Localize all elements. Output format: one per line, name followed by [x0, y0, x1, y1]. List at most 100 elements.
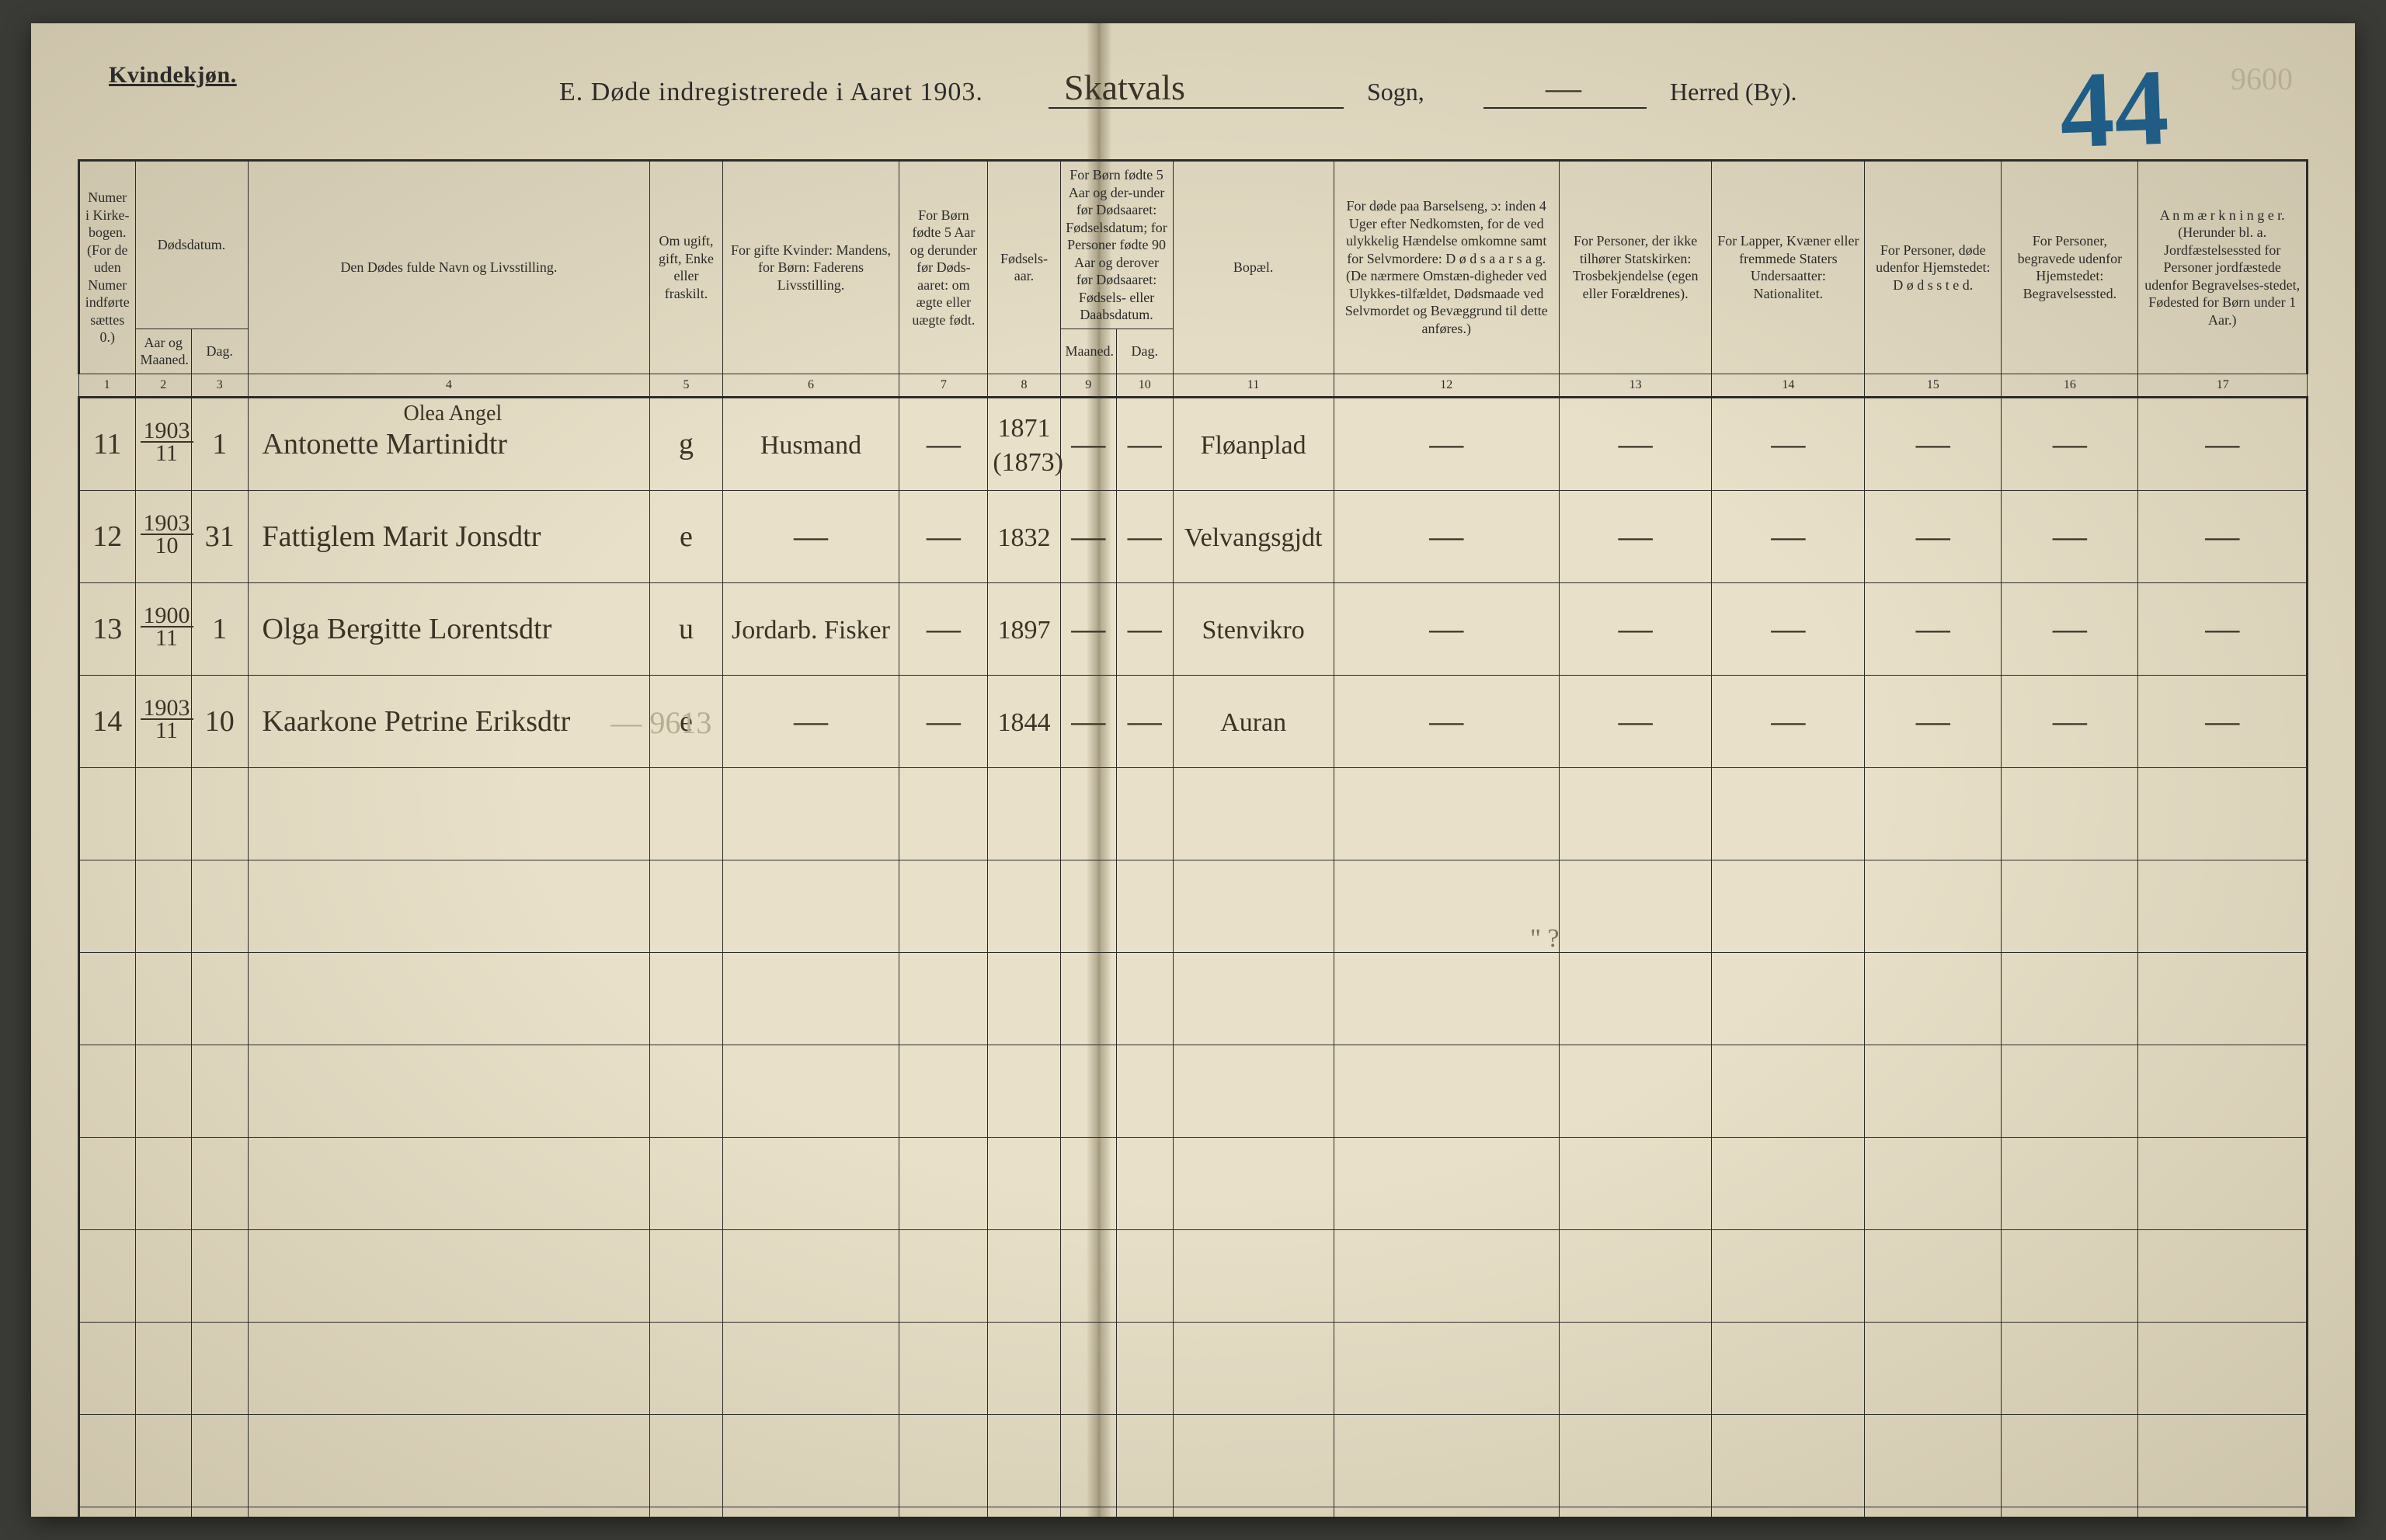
cell-empty — [192, 1045, 249, 1137]
colnum: 17 — [2138, 374, 2308, 397]
cell-empty — [722, 1229, 899, 1322]
cell-empty — [722, 1322, 899, 1414]
cell-empty — [79, 1137, 136, 1229]
cell-empty — [79, 952, 136, 1045]
col-header-7: For Børn fødte 5 Aar og derunder før Død… — [899, 161, 988, 374]
cell-empty — [988, 767, 1060, 860]
cell-empty — [1060, 1507, 1117, 1517]
cell-empty — [1117, 1137, 1174, 1229]
cell-c12: — — [1334, 397, 1559, 490]
cell-empty — [135, 1045, 192, 1137]
colnum: 11 — [1173, 374, 1334, 397]
cell-c7: — — [899, 397, 988, 490]
cell-empty — [248, 860, 650, 952]
cell-empty — [135, 1322, 192, 1414]
cell-c15: — — [1865, 490, 2002, 582]
cell-empty — [650, 1414, 722, 1507]
col-header-15: For Personer, døde udenfor Hjemstedet: D… — [1865, 161, 2002, 374]
cell-empty — [988, 1507, 1060, 1517]
cell-c15: — — [1865, 397, 2002, 490]
cell-empty — [1060, 860, 1117, 952]
herred-label: Herred (By). — [1670, 78, 1796, 106]
cell-c14: — — [1712, 490, 1865, 582]
cell-c17: — — [2138, 490, 2308, 582]
cell-year-month: 190311 — [135, 675, 192, 767]
title-printed: E. Døde indregistrerede i Aaret 1903. — [559, 78, 983, 107]
cell-empty — [1117, 1414, 1174, 1507]
cell-c13: — — [1559, 490, 1712, 582]
col-header-2a: Aar og Maaned. — [135, 329, 192, 374]
cell-c12: — — [1334, 490, 1559, 582]
cell-empty — [1865, 1045, 2002, 1137]
cell-empty — [1712, 1229, 1865, 1322]
cell-empty — [2002, 1045, 2138, 1137]
cell-birth: 1832 — [988, 490, 1060, 582]
cell-empty — [1173, 1229, 1334, 1322]
cell-empty — [248, 1414, 650, 1507]
table-row-empty — [79, 952, 2308, 1045]
cell-empty — [135, 860, 192, 952]
col-header-14: For Lapper, Kvæner eller fremmede Stater… — [1712, 161, 1865, 374]
cell-empty — [79, 1322, 136, 1414]
cell-empty — [1334, 767, 1559, 860]
cell-empty — [1334, 952, 1559, 1045]
cell-empty — [2002, 860, 2138, 952]
cell-c14: — — [1712, 582, 1865, 675]
cell-bopael: Fløanplad — [1173, 397, 1334, 490]
cell-empty — [192, 952, 249, 1045]
herred-handwritten: — — [1546, 67, 1581, 108]
cell-status: u — [650, 582, 722, 675]
cell-empty — [1117, 1229, 1174, 1322]
cell-empty — [1117, 860, 1174, 952]
colnum: 9 — [1060, 374, 1117, 397]
colnum: 16 — [2002, 374, 2138, 397]
table-row-empty — [79, 1229, 2308, 1322]
cell-c10: — — [1117, 582, 1174, 675]
cell-c9: — — [1060, 397, 1117, 490]
ledger-page: Kvindekjøn. E. Døde indregistrerede i Aa… — [31, 23, 2355, 1517]
cell-empty — [988, 1229, 1060, 1322]
cell-empty — [899, 1414, 988, 1507]
cell-empty — [988, 860, 1060, 952]
cell-occupation: — — [722, 490, 899, 582]
cell-day: 31 — [192, 490, 249, 582]
cell-empty — [988, 1137, 1060, 1229]
cell-empty — [1712, 1414, 1865, 1507]
cell-empty — [1334, 860, 1559, 952]
ledger-table-wrap: Numer i Kirke-bogen. (For de uden Numer … — [78, 159, 2308, 1517]
cell-name: Kaarkone Petrine Eriksdtr— 9613 — [248, 675, 650, 767]
cell-empty — [1060, 1045, 1117, 1137]
cell-empty — [988, 1322, 1060, 1414]
cell-birth: 1871(1873) — [988, 397, 1060, 490]
cell-empty — [2002, 767, 2138, 860]
cell-c10: — — [1117, 490, 1174, 582]
cell-empty — [899, 1137, 988, 1229]
cell-empty — [722, 1414, 899, 1507]
table-row-empty — [79, 767, 2308, 860]
cell-empty — [2138, 1229, 2308, 1322]
col-header-9-top: For Børn fødte 5 Aar og der-under før Dø… — [1060, 161, 1173, 329]
col-header-8: Fødsels-aar. — [988, 161, 1060, 374]
cell-empty — [1117, 952, 1174, 1045]
table-row: 111903111Olea AngelAntonette Martinidtrg… — [79, 397, 2308, 490]
colnum: 14 — [1712, 374, 1865, 397]
colnum: 10 — [1117, 374, 1174, 397]
cell-empty — [899, 1322, 988, 1414]
cell-c10: — — [1117, 675, 1174, 767]
col-header-16: For Personer, begravede udenfor Hjemsted… — [2002, 161, 2138, 374]
cell-empty — [1559, 1137, 1712, 1229]
col-header-9b: Dag. — [1117, 329, 1174, 374]
colnum: 13 — [1559, 374, 1712, 397]
cell-empty — [1865, 1137, 2002, 1229]
cell-empty — [248, 1322, 650, 1414]
cell-empty — [1559, 1414, 1712, 1507]
cell-empty — [135, 952, 192, 1045]
table-row-empty — [79, 1507, 2308, 1517]
cell-empty — [1173, 1322, 1334, 1414]
cell-empty — [1559, 1322, 1712, 1414]
cell-empty — [248, 1229, 650, 1322]
cell-empty — [1712, 860, 1865, 952]
cell-empty — [1865, 952, 2002, 1045]
cell-empty — [2002, 1322, 2138, 1414]
cell-empty — [650, 1137, 722, 1229]
